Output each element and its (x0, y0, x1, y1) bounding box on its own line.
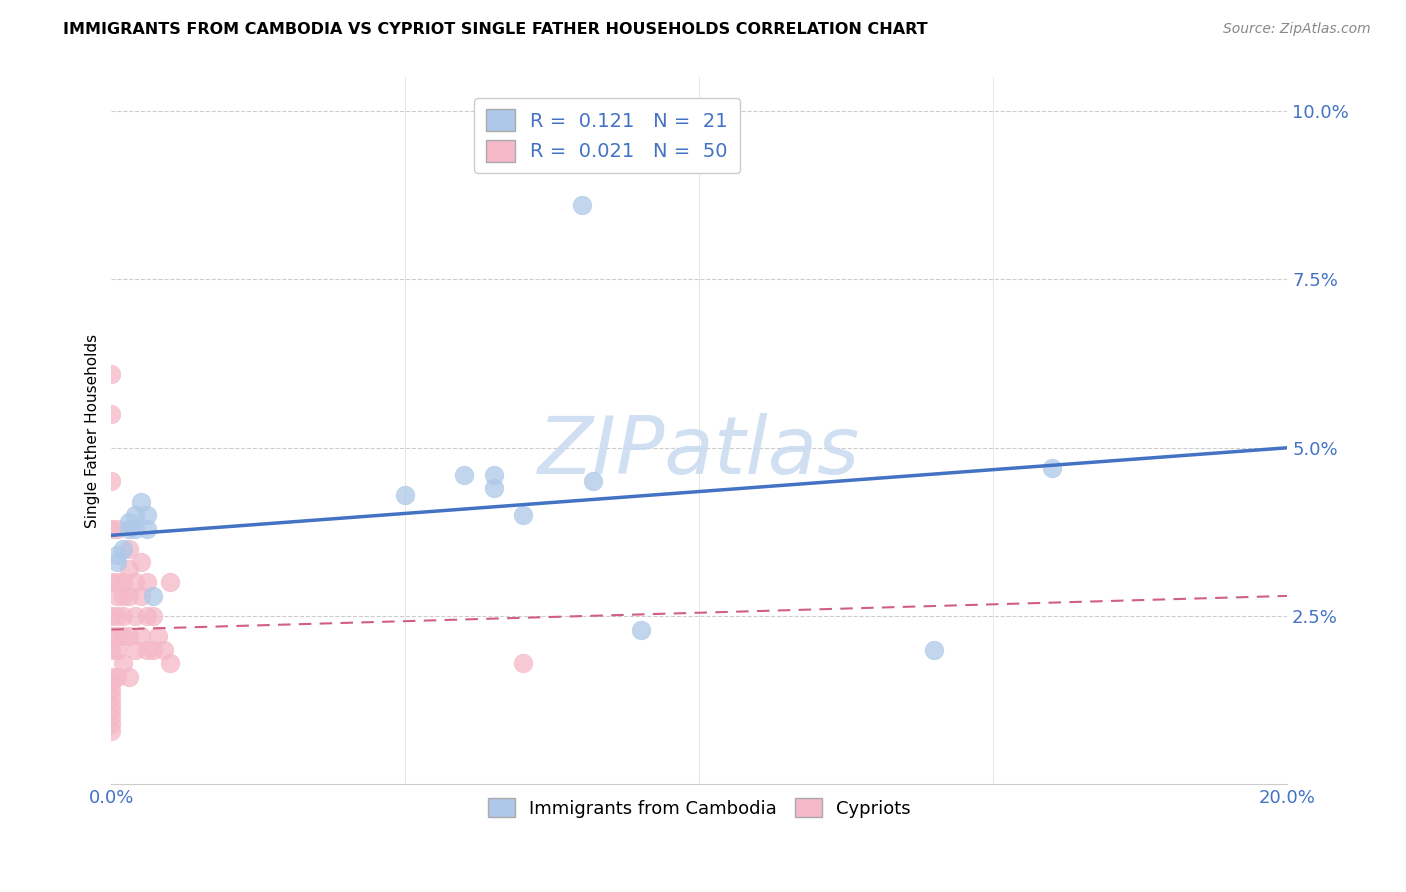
Point (582, 475, 605, 489)
Point (105, 575, 128, 590)
Point (159, 575, 181, 590)
Point (105, 522, 128, 536)
Point (105, 642, 128, 657)
Point (112, 609, 135, 624)
Point (124, 642, 146, 657)
Point (148, 629, 170, 643)
Legend: Immigrants from Cambodia, Cypriots: Immigrants from Cambodia, Cypriots (481, 790, 918, 825)
Point (118, 541, 141, 556)
Point (118, 589, 141, 603)
Point (105, 555, 128, 569)
Point (100, 367, 122, 381)
Point (118, 522, 141, 536)
Point (124, 609, 146, 624)
Point (105, 589, 128, 603)
Point (118, 562, 141, 576)
Point (105, 609, 128, 624)
Point (135, 575, 157, 590)
Point (124, 575, 146, 590)
Point (159, 657, 181, 671)
Point (112, 589, 135, 603)
Point (129, 629, 152, 643)
Point (118, 515, 141, 529)
Point (571, 198, 593, 212)
Point (135, 642, 157, 657)
Point (512, 508, 534, 522)
Point (129, 555, 152, 569)
Point (1040, 461, 1063, 475)
Point (153, 642, 176, 657)
Point (453, 467, 475, 482)
Point (100, 690, 122, 704)
Point (118, 670, 141, 684)
Point (135, 522, 157, 536)
Point (112, 629, 135, 643)
Point (100, 710, 122, 724)
Point (100, 609, 122, 624)
Y-axis label: Single Father Households: Single Father Households (86, 334, 100, 528)
Point (135, 609, 157, 624)
Point (100, 716, 122, 731)
Point (100, 575, 122, 590)
Text: IMMIGRANTS FROM CAMBODIA VS CYPRIOT SINGLE FATHER HOUSEHOLDS CORRELATION CHART: IMMIGRANTS FROM CAMBODIA VS CYPRIOT SING… (63, 22, 928, 37)
Point (482, 481, 505, 495)
Point (512, 657, 534, 671)
Point (100, 670, 122, 684)
Point (112, 541, 135, 556)
Point (142, 589, 165, 603)
Point (142, 609, 165, 624)
Point (924, 642, 946, 657)
Text: Source: ZipAtlas.com: Source: ZipAtlas.com (1223, 22, 1371, 37)
Point (118, 629, 141, 643)
Point (100, 703, 122, 717)
Point (482, 467, 505, 482)
Point (124, 508, 146, 522)
Point (105, 670, 128, 684)
Point (112, 657, 135, 671)
Point (630, 623, 652, 637)
Point (100, 407, 122, 421)
Text: ZIPatlas: ZIPatlas (538, 413, 860, 491)
Point (100, 676, 122, 690)
Point (105, 549, 128, 563)
Point (142, 642, 165, 657)
Point (100, 642, 122, 657)
Point (124, 522, 146, 536)
Point (100, 629, 122, 643)
Point (112, 575, 135, 590)
Point (100, 522, 122, 536)
Point (129, 494, 152, 508)
Point (394, 488, 416, 502)
Point (100, 683, 122, 698)
Point (100, 475, 122, 489)
Point (100, 723, 122, 738)
Point (105, 629, 128, 643)
Point (100, 697, 122, 711)
Point (129, 589, 152, 603)
Point (135, 508, 157, 522)
